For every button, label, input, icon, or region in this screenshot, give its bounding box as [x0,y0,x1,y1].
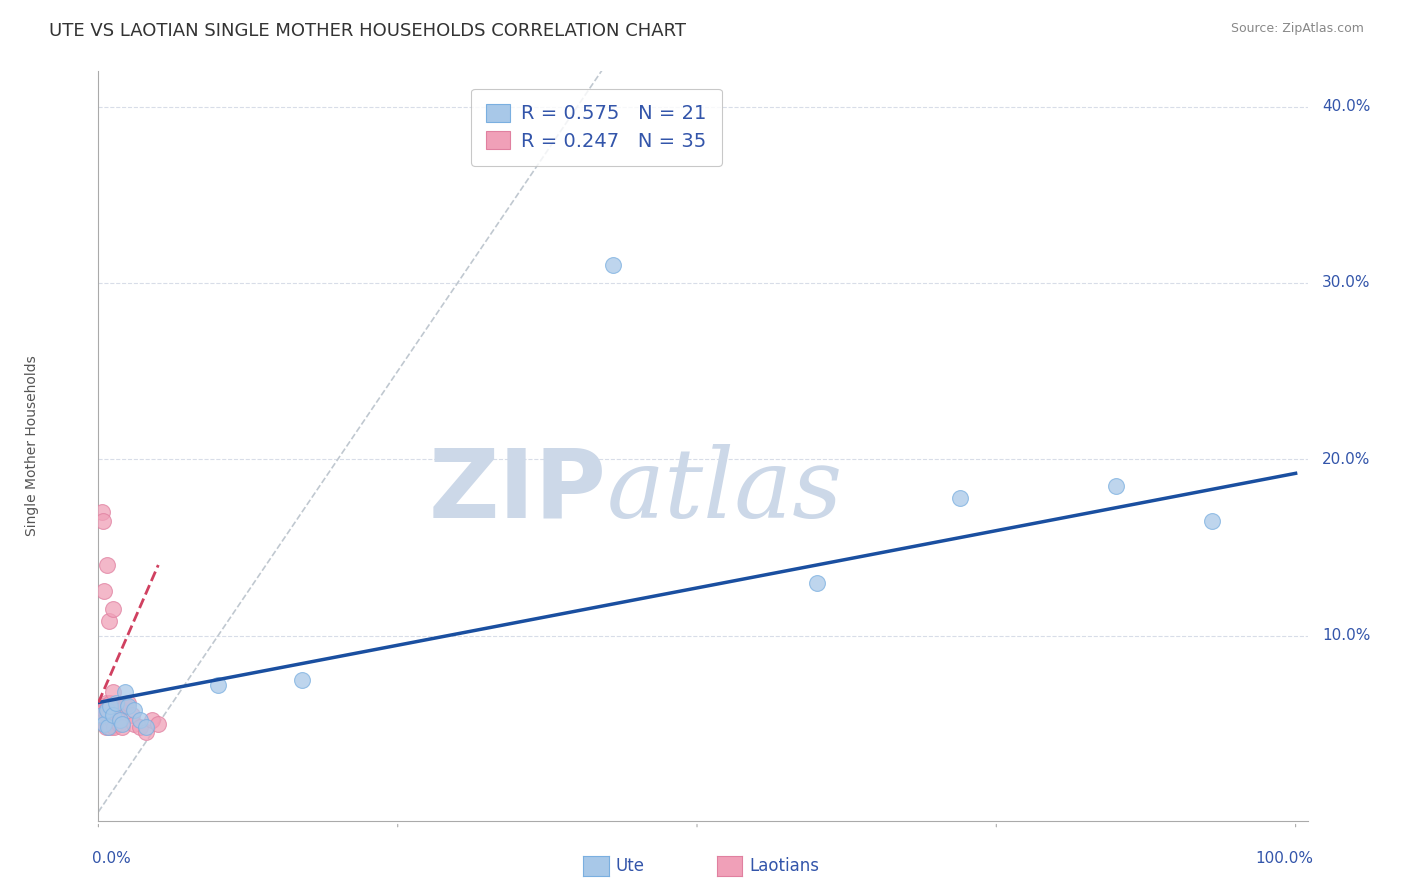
Text: 30.0%: 30.0% [1322,276,1371,291]
Point [105,702,128,716]
Point [117,696,139,710]
Point [90,699,112,714]
Point [124,716,146,731]
Text: atlas: atlas [606,444,842,538]
Point [135,725,157,739]
Point [117,699,139,714]
Point [108,713,131,727]
Point [101,685,124,699]
Point [91,505,114,519]
Point [101,707,124,722]
Text: 0.0%: 0.0% [93,851,131,865]
Text: Ute: Ute [616,857,645,875]
Point [1201,514,1223,528]
Point [94,696,117,710]
Point [93,584,115,599]
Point [108,713,131,727]
Point [207,678,229,692]
Point [104,707,127,722]
Point [1105,478,1128,492]
Point [124,702,146,716]
Point [111,720,134,734]
Point [291,673,314,687]
Point [103,720,125,734]
Point [98,615,121,629]
Point [100,720,122,734]
Point [121,707,143,722]
Point [107,699,129,714]
Point [97,716,120,731]
Point [98,707,121,722]
Point [96,558,118,572]
Point [101,602,124,616]
Point [91,514,114,528]
Point [107,716,129,731]
Point [93,716,115,731]
Point [141,713,163,727]
Point [129,720,152,734]
Point [100,699,122,714]
Point [111,716,134,731]
Point [105,696,128,710]
Point [806,575,828,590]
Point [129,713,152,727]
Point [114,699,136,714]
Text: 40.0%: 40.0% [1322,99,1371,114]
Point [96,702,118,716]
Point [100,696,122,710]
Text: ZIP: ZIP [429,444,606,538]
Point [97,699,120,714]
Text: UTE VS LAOTIAN SINGLE MOTHER HOUSEHOLDS CORRELATION CHART: UTE VS LAOTIAN SINGLE MOTHER HOUSEHOLDS … [49,22,686,40]
Text: 100.0%: 100.0% [1256,851,1313,865]
Point [91,707,114,722]
Point [97,720,120,734]
Point [949,491,972,505]
Legend: R = 0.575   N = 21, R = 0.247   N = 35: R = 0.575 N = 21, R = 0.247 N = 35 [471,88,723,166]
Point [602,258,624,272]
Point [135,720,157,734]
Point [100,713,122,727]
Point [93,702,115,716]
Point [96,707,118,722]
Point [91,707,114,722]
Text: 10.0%: 10.0% [1322,628,1371,643]
Text: Single Mother Households: Single Mother Households [25,356,39,536]
Text: 20.0%: 20.0% [1322,451,1371,467]
Text: Laotians: Laotians [749,857,820,875]
Text: Source: ZipAtlas.com: Source: ZipAtlas.com [1230,22,1364,36]
Point [91,699,114,714]
Point [94,720,117,734]
Point [148,716,170,731]
Point [114,685,136,699]
